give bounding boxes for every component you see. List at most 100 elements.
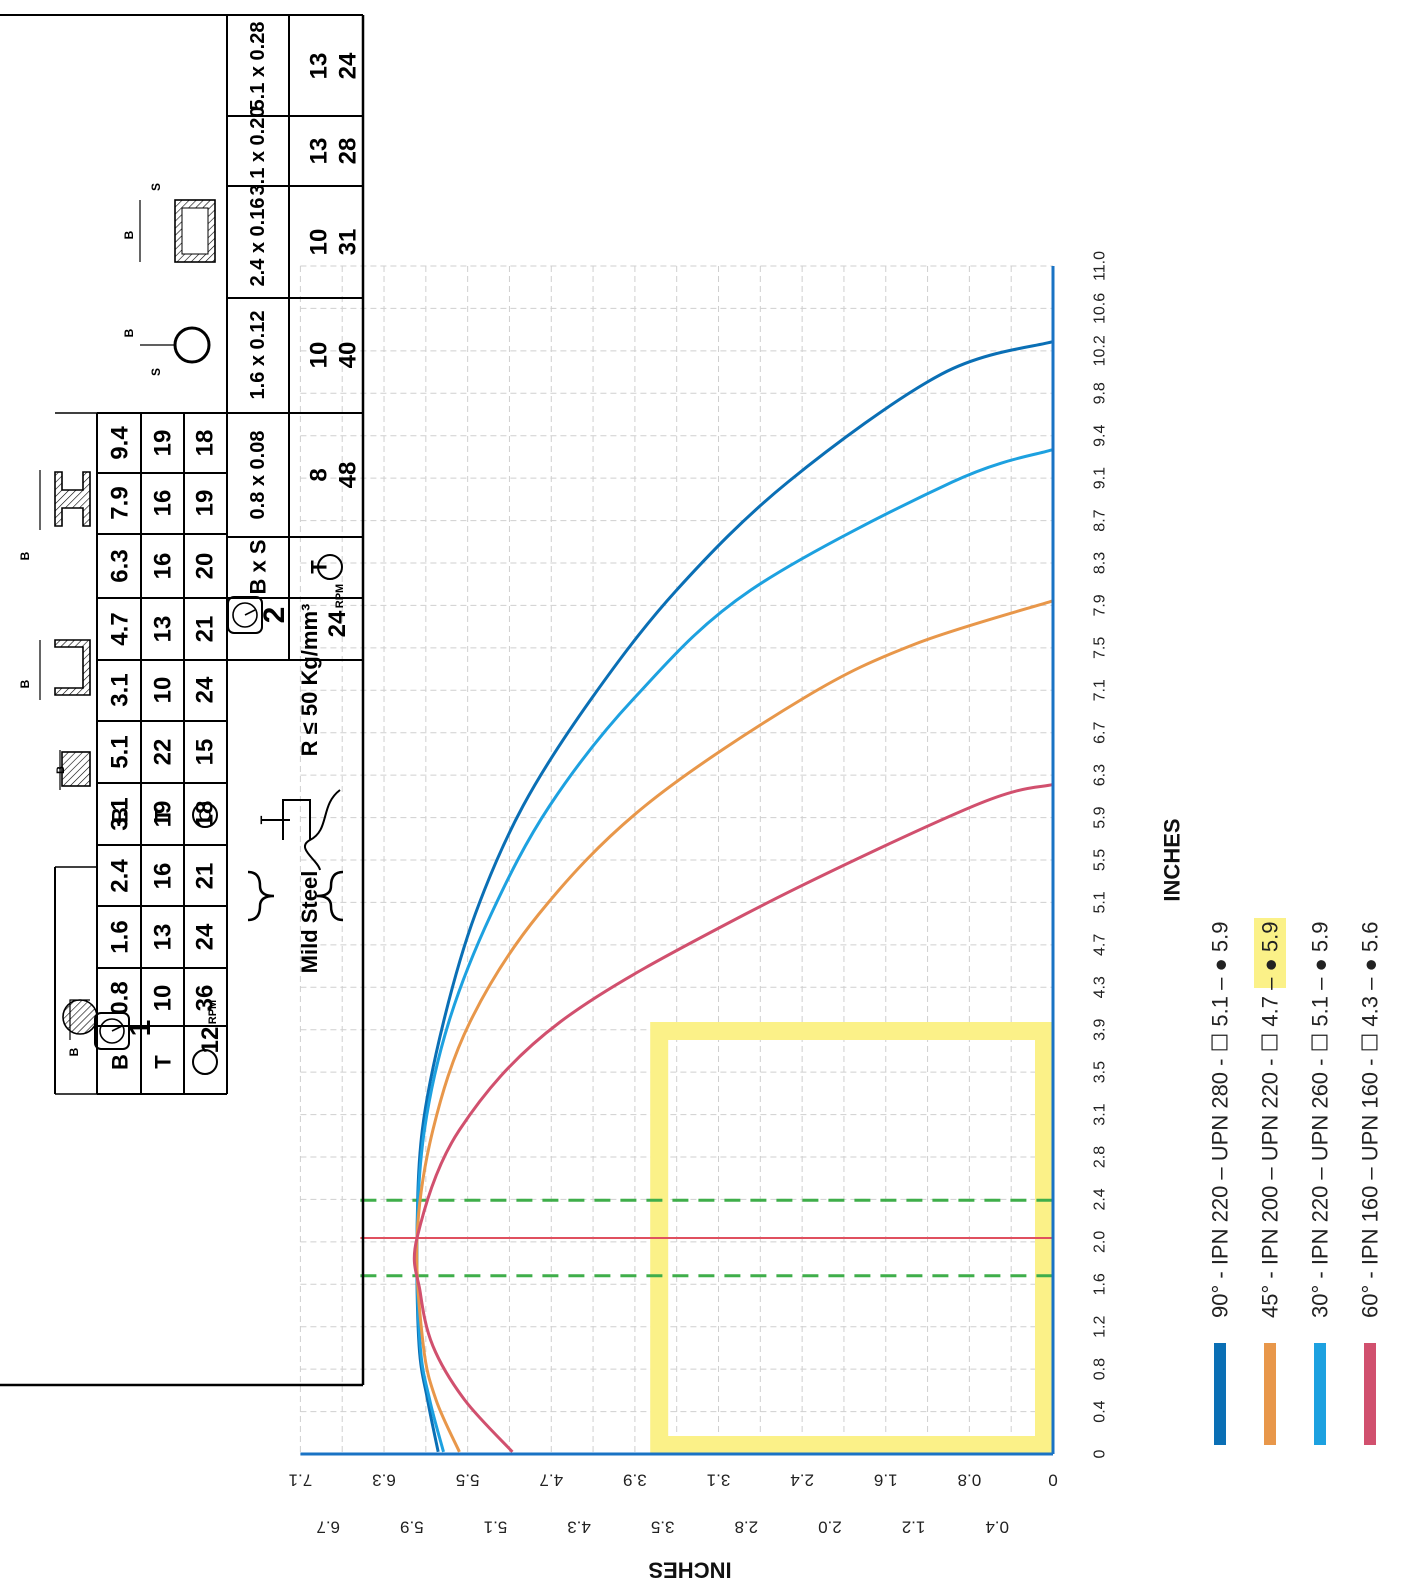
legend-swatch [1364, 1343, 1376, 1445]
solid-bar-cell: 5.1 [107, 735, 134, 768]
speed-number-2: 2 [258, 607, 291, 624]
tube-b-label: B [122, 328, 136, 337]
tube-t-cell: 13 [306, 138, 333, 165]
brace-left [247, 870, 275, 922]
tube-size-cell: 1.6 x 0.12 [247, 311, 269, 400]
y-tick-label-inner: 5.9 [400, 1518, 424, 1537]
profile-cell: 21 [192, 616, 219, 643]
profile-cell: 7.9 [107, 486, 134, 519]
profile-cell: 6.3 [107, 549, 134, 582]
x-tick-label: 6.7 [1092, 721, 1109, 743]
y-tick-label-outer: 7.1 [289, 1471, 313, 1490]
round-bar-b-label: B [67, 1047, 81, 1056]
y-tick-label-outer: 0.8 [958, 1471, 982, 1490]
grid [299, 265, 1053, 1454]
channel-profile-icon: B [18, 639, 91, 700]
profile-cell: 16 [150, 490, 177, 517]
spec-table: B TB T0.81.62.43.15.1101316192236242118153… [0, 14, 365, 1387]
series-line-3 [415, 599, 1054, 1453]
y-tick-label-inner: 6.7 [316, 1518, 340, 1537]
x-tick-label: 8.3 [1092, 552, 1109, 574]
profile-cell: 19 [192, 490, 219, 517]
tube-size-cell: 3.1 x 0.20 [247, 107, 269, 196]
y-tick-label-inner: 5.1 [484, 1518, 508, 1537]
x-tick-label: 1.2 [1092, 1315, 1109, 1337]
header-t: T [151, 808, 176, 822]
x-tick-label: 6.3 [1092, 764, 1109, 786]
brace-right [316, 870, 344, 922]
legend-swatch [1314, 1343, 1326, 1445]
speed-icon-2 [227, 596, 263, 634]
tube-t-cell: 10 [306, 342, 333, 369]
profile-cell: 4.7 [107, 612, 134, 645]
square-tube-b-label: B [122, 230, 136, 239]
tube-round-icon: B S [122, 326, 211, 376]
square-bar-icon: B [55, 750, 91, 790]
legend-label: 60° - IPN 160 – UPN 160 - ☐ 4.3 – ● 5.6 [1358, 922, 1383, 1318]
bend-diagram-icon: T [257, 789, 341, 871]
x-tick-label: 8.7 [1092, 509, 1109, 531]
material-label: Mild Steel [297, 871, 322, 974]
tube-t-cell: 8 [306, 468, 333, 481]
channel-b-label: B [18, 679, 32, 688]
y-tick-label-outer: 3.9 [623, 1471, 647, 1490]
ibeam-profile-icon: B [18, 470, 91, 560]
rpm-value-2: 24 [324, 610, 351, 637]
profile-cell: 20 [192, 553, 219, 580]
legend-label: 45° - IPN 200 – UPN 220 - ☐ 4.7 – ● 5.9 [1258, 922, 1283, 1318]
x-tick-label: 2.0 [1092, 1231, 1109, 1253]
header-b: B [108, 807, 133, 823]
legend: 90° - IPN 220 – UPN 280 - ☐ 5.1 – ● 5.9 4… [1208, 918, 1383, 1445]
x-tick-label: 11.0 [1092, 251, 1109, 281]
legend-swatch [1214, 1343, 1226, 1445]
x-tick-label: 3.9 [1092, 1018, 1109, 1040]
x-tick-label: 10.6 [1092, 293, 1109, 324]
series-line-4 [412, 782, 1054, 1453]
y-tick-label-inner: 0.4 [985, 1518, 1009, 1537]
x-axis-title: INCHES [1160, 818, 1185, 901]
x-tick-label: 9.1 [1092, 467, 1109, 489]
rpm-icon-solid [192, 1049, 218, 1075]
x-tick-label: 1.6 [1092, 1273, 1109, 1295]
reference-lines [360, 1198, 1053, 1278]
series-line-1 [415, 340, 1054, 1453]
header-bs: B x S [246, 539, 271, 594]
square-tube-s-label: S [149, 183, 163, 191]
tube-t-cell: 10 [306, 229, 333, 256]
solid-bar-cell: 24 [192, 923, 219, 950]
y-tick-label-outer: 5.5 [456, 1471, 480, 1490]
series-group [412, 340, 1054, 1453]
solid-bar-cell: 15 [192, 739, 219, 766]
y-axis-title: INCHES [648, 1558, 731, 1583]
solid-bar-cell: 19 [150, 801, 177, 828]
y-tick-label-outer: 0 [1048, 1471, 1057, 1490]
header-t-solid: T [151, 1055, 176, 1069]
legend-label: 90° - IPN 220 – UPN 280 - ☐ 5.1 – ● 5.9 [1208, 922, 1233, 1318]
x-tick-label: 0 [1092, 1449, 1109, 1458]
legend-label: 30° - IPN 220 – UPN 260 - ☐ 5.1 – ● 5.9 [1308, 922, 1333, 1318]
rpm-icon-2 [317, 554, 343, 580]
solid-bar-cell: 0.8 [107, 981, 134, 1014]
solid-bar-cell: 16 [150, 863, 177, 890]
rpm-icon-inner [199, 809, 211, 821]
rpm-unit-2: RPM [334, 584, 346, 608]
legend-swatch [1264, 1343, 1276, 1445]
round-bar-icon: B [62, 999, 98, 1056]
y-tick-label-outer: 6.3 [372, 1471, 396, 1490]
tube-size-cell: 5.1 x 0.28 [247, 22, 269, 111]
tube-square-icon: B S [122, 183, 216, 263]
profile-cell: 24 [192, 676, 219, 703]
x-tick-label: 4.3 [1092, 976, 1109, 998]
tube-size-cell: 0.8 x 0.08 [247, 431, 269, 520]
profile-cell: 13 [150, 616, 177, 643]
x-tick-label: 0.4 [1092, 1400, 1109, 1422]
profile-cell: 10 [150, 677, 177, 704]
y-tick-label-inner: 2.0 [818, 1518, 842, 1537]
header-b-solid: B [108, 1054, 133, 1070]
legend-highlight [1254, 918, 1286, 988]
solid-bar-cell: 3.1 [107, 797, 134, 830]
x-tick-label: 3.1 [1092, 1103, 1109, 1125]
profile-cell: 16 [150, 553, 177, 580]
x-tick-label: 4.7 [1092, 934, 1109, 956]
